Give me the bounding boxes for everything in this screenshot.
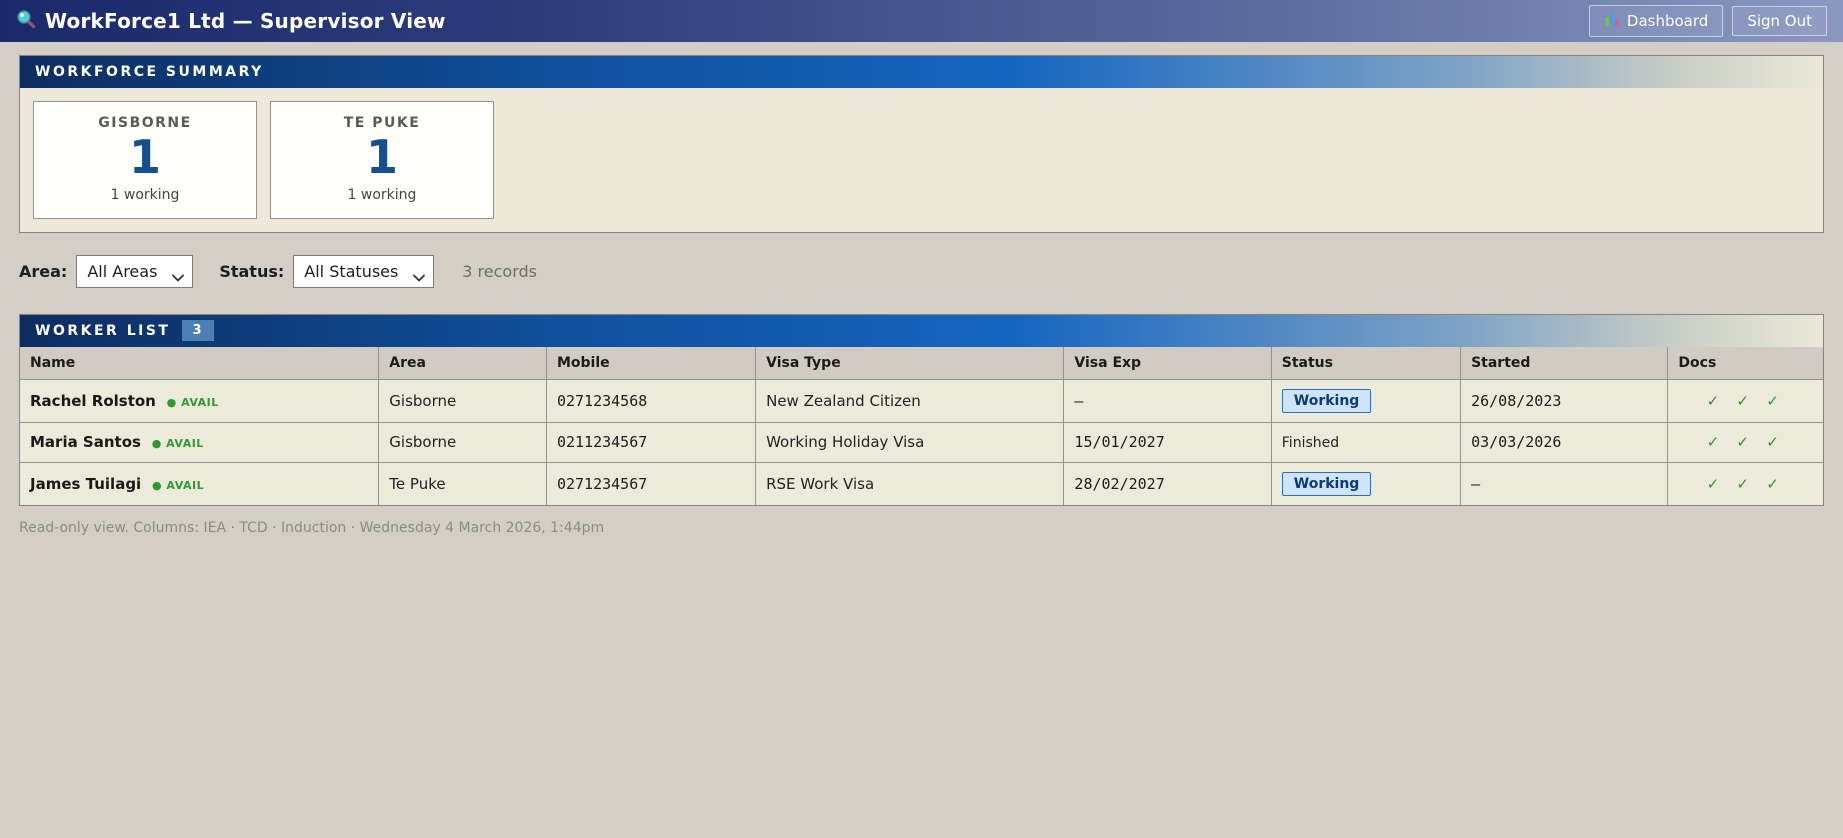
worker-list-panel: WORKER LIST 3 Name Area Mobile Visa Type… [19,313,1824,506]
page-title: WorkForce1 Ltd — Supervisor View [45,9,446,33]
dashboard-button[interactable]: Dashboard [1588,5,1724,37]
stat-card-count: 1 [365,130,398,184]
status-select[interactable]: All Statuses [293,254,435,288]
area-select[interactable]: All Areas [76,254,194,288]
worker-docs-cell: ✓ ✓ ✓ [1667,378,1823,423]
worker-name-cell: Rachel Rolston ● AVAIL [20,378,380,423]
worker-area-cell: Gisborne [378,421,547,463]
worker-count-badge: 3 [182,320,214,342]
worker-visa-type-cell: New Zealand Citizen [755,378,1065,423]
filter-bar: Area: All Areas Status: All Statuses 3 r… [19,254,1824,288]
worker-visa-exp-cell: 28/02/2027 [1063,461,1272,505]
worker-table: Name Area Mobile Visa Type Visa Exp Stat… [20,346,1823,505]
worker-mobile-cell: 0271234568 [545,378,757,423]
worker-visa-type-cell: Working Holiday Visa [755,421,1065,463]
worker-name-cell: James Tuilagi ● AVAIL [20,461,380,505]
worker-name: Rachel Rolston [30,391,156,410]
worker-name: Maria Santos [30,433,141,452]
status-select-wrap: All Statuses [293,254,435,288]
records-count: 3 records [462,261,537,281]
dashboard-button-label: Dashboard [1626,12,1709,30]
worker-area-cell: Te Puke [378,461,547,505]
column-header-mobile: Mobile [545,346,757,380]
workforce-summary-title: WORKFORCE SUMMARY [35,64,264,80]
stat-card-sub: 1 working [347,186,417,203]
worker-name-cell: Maria Santos ● AVAIL [20,421,380,463]
worker-started-cell: 03/03/2026 [1460,421,1669,463]
stat-card-te-puke: TE PUKE 1 1 working [270,101,494,219]
column-header-name: Name [20,346,380,380]
worker-list-header: WORKER LIST 3 [20,314,1823,347]
stat-card-title: GISBORNE [98,115,192,131]
sign-out-button-label: Sign Out [1747,12,1812,30]
workforce-summary-panel: WORKFORCE SUMMARY GISBORNE 1 1 working T… [19,55,1824,233]
worker-visa-exp-cell: – [1063,378,1272,423]
worker-mobile-cell: 0271234567 [545,461,757,505]
worker-docs-cell: ✓ ✓ ✓ [1667,421,1823,463]
workforce-summary-header: WORKFORCE SUMMARY [20,56,1823,88]
status-filter-label: Status: [219,261,285,281]
status-badge: Working [1281,388,1372,413]
worker-docs-cell: ✓ ✓ ✓ [1667,461,1823,505]
worker-name: James Tuilagi [30,474,142,493]
app-brand: WorkForce1 Ltd — Supervisor View [16,9,446,33]
worker-area-cell: Gisborne [378,378,547,423]
availability-flag: ● AVAIL [152,478,205,492]
summary-cards-container: GISBORNE 1 1 working TE PUKE 1 1 working [20,88,1823,232]
worker-started-cell: 26/08/2023 [1460,378,1669,423]
column-header-docs: Docs [1667,346,1823,380]
table-row: James Tuilagi ● AVAIL Te Puke 0271234567… [20,461,1823,505]
area-filter-label: Area: [19,261,68,281]
stat-card-gisborne: GISBORNE 1 1 working [33,101,257,219]
worker-status-cell: Working [1270,461,1462,505]
area-select-wrap: All Areas [76,254,194,288]
stat-card-count: 1 [128,130,161,184]
availability-flag: ● AVAIL [151,437,204,451]
stat-card-title: TE PUKE [343,115,421,131]
table-row: Maria Santos ● AVAIL Gisborne 0211234567… [20,421,1823,463]
table-header-row: Name Area Mobile Visa Type Visa Exp Stat… [20,346,1823,380]
worker-status-cell: Finished [1270,421,1462,463]
bar-chart-icon [1604,11,1620,31]
status-badge: Working [1281,471,1372,496]
worker-list-title: WORKER LIST [35,322,171,339]
table-row: Rachel Rolston ● AVAIL Gisborne 02712345… [20,378,1823,423]
top-navbar: WorkForce1 Ltd — Supervisor View Dashboa… [0,0,1843,42]
magnifier-icon [16,9,36,33]
availability-flag: ● AVAIL [166,395,219,409]
worker-status-cell: Working [1270,378,1462,423]
worker-visa-exp-cell: 15/01/2027 [1063,421,1272,463]
column-header-visa-exp: Visa Exp [1063,346,1272,380]
worker-visa-type-cell: RSE Work Visa [755,461,1065,505]
worker-started-cell: – [1460,461,1669,505]
column-header-area: Area [378,346,547,380]
column-header-visa-type: Visa Type [755,346,1065,380]
sign-out-button[interactable]: Sign Out [1732,6,1827,36]
stat-card-sub: 1 working [110,186,180,203]
status-text: Finished [1281,435,1340,452]
worker-mobile-cell: 0211234567 [545,421,757,463]
column-header-started: Started [1460,346,1669,380]
read-only-footer: Read-only view. Columns: IEA · TCD · Ind… [19,519,605,536]
column-header-status: Status [1270,346,1462,380]
